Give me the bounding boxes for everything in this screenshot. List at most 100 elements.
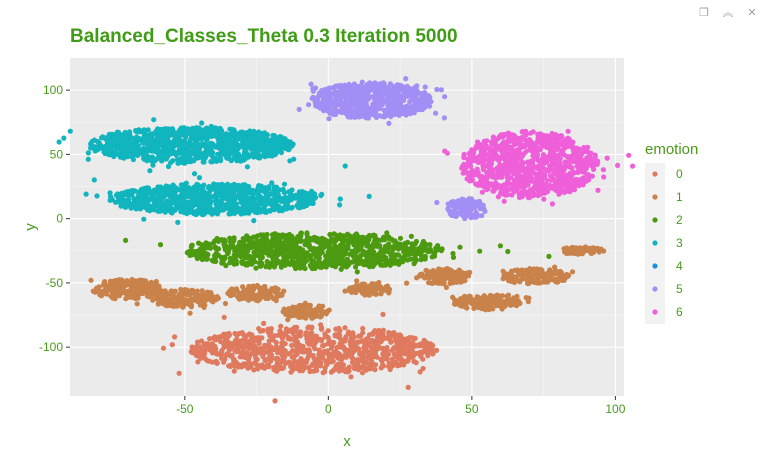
data-point xyxy=(309,315,315,321)
data-point xyxy=(269,180,275,186)
data-point xyxy=(380,311,386,317)
data-point xyxy=(156,187,162,193)
data-point xyxy=(136,190,142,196)
data-point xyxy=(198,128,204,134)
data-point xyxy=(365,335,371,341)
data-point xyxy=(373,349,379,355)
data-point xyxy=(225,250,231,256)
data-point xyxy=(433,347,440,353)
data-point xyxy=(98,293,104,299)
data-point xyxy=(193,201,199,207)
data-point xyxy=(266,351,273,357)
data-point xyxy=(166,201,172,207)
data-point xyxy=(408,256,414,262)
data-point xyxy=(165,153,171,159)
data-point xyxy=(348,335,354,341)
data-point xyxy=(185,208,191,214)
data-point xyxy=(91,177,97,183)
data-point xyxy=(358,260,364,266)
data-point xyxy=(294,202,300,208)
data-point xyxy=(332,264,338,270)
data-point xyxy=(376,279,382,286)
data-point xyxy=(348,374,354,380)
restore-icon[interactable]: ❐ xyxy=(699,6,709,19)
data-point xyxy=(95,147,101,153)
data-point xyxy=(372,254,378,261)
data-point xyxy=(564,272,570,278)
data-point xyxy=(188,349,194,355)
data-point xyxy=(103,291,110,297)
data-point xyxy=(397,361,403,367)
data-point xyxy=(329,236,335,242)
data-point xyxy=(197,344,203,350)
data-point xyxy=(188,299,194,305)
data-point xyxy=(343,334,349,340)
close-icon[interactable]: ✕ xyxy=(747,6,757,19)
data-point xyxy=(410,340,416,346)
data-point xyxy=(273,255,279,261)
data-point xyxy=(457,244,463,250)
data-point xyxy=(123,237,129,243)
data-point xyxy=(342,338,348,344)
data-point xyxy=(546,253,552,259)
data-point xyxy=(372,367,378,373)
data-point xyxy=(237,354,243,360)
data-point xyxy=(220,190,227,196)
data-point xyxy=(154,156,160,162)
data-point xyxy=(346,261,352,267)
data-point xyxy=(441,115,447,121)
data-point xyxy=(253,361,259,367)
data-point xyxy=(216,334,222,340)
data-point xyxy=(266,293,272,299)
data-point xyxy=(354,278,360,284)
data-point xyxy=(278,142,284,148)
data-point xyxy=(222,331,229,337)
data-point xyxy=(205,185,212,191)
data-point xyxy=(366,193,372,199)
data-point xyxy=(134,288,140,295)
data-point xyxy=(316,256,322,262)
data-point xyxy=(201,143,208,149)
data-point xyxy=(255,193,261,199)
data-point xyxy=(116,145,122,151)
data-point xyxy=(230,127,236,133)
data-point xyxy=(308,256,314,262)
data-point xyxy=(298,238,304,244)
data-point xyxy=(203,243,209,249)
data-point xyxy=(189,344,195,350)
data-point xyxy=(366,292,372,298)
collapse-icon[interactable]: ︽ xyxy=(722,6,734,19)
data-point xyxy=(450,250,456,257)
data-point xyxy=(385,245,392,252)
data-point xyxy=(194,288,200,294)
data-point xyxy=(251,150,257,156)
data-point xyxy=(379,237,385,243)
data-point xyxy=(267,288,273,294)
data-point xyxy=(271,243,277,249)
data-point xyxy=(228,242,234,248)
data-point xyxy=(363,257,370,263)
data-point xyxy=(453,269,459,276)
data-point xyxy=(144,204,150,211)
data-point xyxy=(270,206,276,212)
data-point xyxy=(202,297,208,303)
data-point xyxy=(261,320,267,326)
data-point xyxy=(416,245,422,252)
data-point xyxy=(340,262,346,268)
data-point xyxy=(195,359,201,365)
data-point xyxy=(330,368,336,374)
data-point xyxy=(276,208,282,214)
data-point xyxy=(528,270,535,276)
data-point xyxy=(390,363,396,369)
data-point xyxy=(430,280,436,286)
data-point xyxy=(345,245,351,251)
data-point xyxy=(101,149,107,155)
data-point xyxy=(436,266,442,272)
data-point xyxy=(394,354,400,360)
data-point xyxy=(260,188,266,194)
data-point xyxy=(187,137,193,143)
data-point xyxy=(319,261,325,267)
data-point xyxy=(120,283,126,289)
data-point xyxy=(157,204,163,210)
data-point xyxy=(303,238,309,244)
